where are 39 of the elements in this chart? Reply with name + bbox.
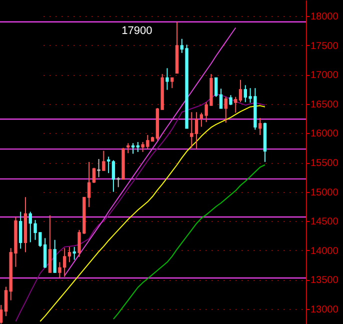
candlestick (214, 77, 218, 98)
candlestick (258, 117, 262, 136)
y-tick-label: 16500 (310, 99, 339, 110)
candlestick (62, 248, 66, 278)
candlestick (48, 214, 52, 274)
candlestick (102, 150, 106, 172)
y-tick-label: 17000 (310, 70, 339, 82)
candlestick (224, 96, 228, 124)
candlestick (229, 94, 232, 106)
candlestick (87, 161, 91, 208)
y-tick-label: 16000 (310, 128, 339, 140)
y-tick-label: 14500 (310, 216, 339, 228)
candlestick (43, 238, 47, 269)
candlestick (234, 96, 238, 114)
y-tick-label: 18000 (310, 12, 339, 22)
y-tick-label: 15500 (310, 158, 339, 170)
candlestick (97, 158, 100, 178)
line-series (112, 164, 266, 320)
y-tick-label: 15000 (310, 187, 339, 198)
candlestick (112, 160, 116, 192)
candlestick (0, 304, 3, 324)
y-tick-label: 13000 (310, 304, 339, 316)
annotation: 17900 (122, 24, 152, 37)
candlestick (53, 239, 56, 274)
candlestick (166, 68, 169, 90)
candlestick (190, 112, 194, 148)
candlestick (116, 176, 120, 188)
y-tick-label: 17500 (310, 40, 339, 52)
candlestick (58, 262, 62, 278)
candlestick (194, 112, 198, 150)
candlestick (68, 246, 72, 263)
y-tick-label: 14000 (310, 246, 339, 257)
y-tick-label: 13500 (310, 275, 339, 286)
candlestick (238, 79, 242, 103)
candlestick (28, 211, 32, 243)
candlestick (219, 88, 223, 109)
candlestick (92, 167, 96, 184)
candlestick (19, 211, 22, 250)
candlestick (170, 77, 174, 89)
